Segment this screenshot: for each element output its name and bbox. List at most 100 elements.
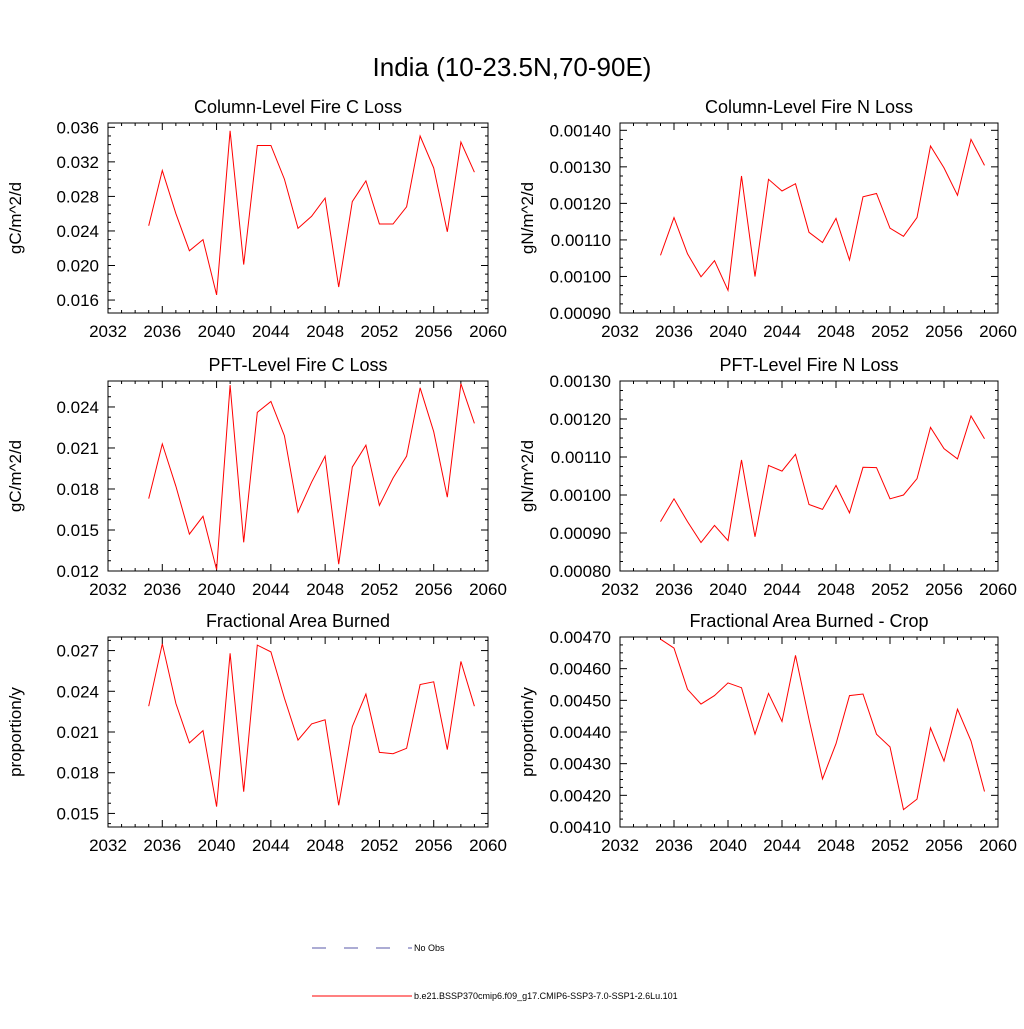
series-line bbox=[148, 130, 475, 296]
panel-title: Column-Level Fire N Loss bbox=[705, 97, 913, 117]
y-axis-label: gC/m^2/d bbox=[6, 182, 25, 254]
panel-title: Fractional Area Burned - Crop bbox=[689, 611, 928, 631]
x-tick-label: 2060 bbox=[979, 836, 1017, 855]
y-axis-label: gN/m^2/d bbox=[518, 182, 537, 254]
x-tick-label: 2044 bbox=[763, 836, 801, 855]
y-axis-label: proportion/y bbox=[6, 687, 25, 777]
y-tick-label: 0.024 bbox=[56, 682, 99, 701]
x-tick-label: 2032 bbox=[89, 836, 127, 855]
x-tick-label: 2048 bbox=[306, 836, 344, 855]
series-line bbox=[148, 383, 475, 570]
plot-frame bbox=[107, 636, 489, 828]
x-tick-label: 2040 bbox=[198, 836, 236, 855]
x-tick-label: 2044 bbox=[252, 322, 290, 341]
x-tick-label: 2036 bbox=[143, 836, 181, 855]
x-tick-label: 2032 bbox=[601, 836, 639, 855]
y-axis-label: proportion/y bbox=[518, 687, 537, 777]
panel-2: Column-Level Fire N Loss gN/m^2/d 2032 2036… bbox=[518, 97, 1017, 341]
y-tick-label: 0.021 bbox=[56, 723, 99, 742]
x-tick-label: 2036 bbox=[655, 322, 693, 341]
y-tick-label: 0.00110 bbox=[551, 448, 611, 467]
y-tick-label: 0.015 bbox=[56, 521, 99, 540]
y-axis-label: gC/m^2/d bbox=[6, 440, 25, 512]
series-line bbox=[660, 638, 985, 811]
y-tick-label: 0.00090 bbox=[550, 304, 611, 323]
panel-4: PFT-Level Fire N Loss gN/m^2/d 2032 2036 204… bbox=[518, 355, 1017, 599]
x-tick-label: 2036 bbox=[655, 580, 693, 599]
y-tick-label: 0.00440 bbox=[550, 723, 611, 742]
y-tick-label: 0.015 bbox=[56, 804, 99, 823]
x-tick-label: 2056 bbox=[415, 836, 453, 855]
series-line bbox=[148, 643, 475, 807]
y-tick-label: 0.00140 bbox=[550, 121, 611, 140]
x-tick-label: 2052 bbox=[361, 580, 399, 599]
x-tick-label: 2056 bbox=[415, 580, 453, 599]
y-tick-label: 0.021 bbox=[56, 439, 99, 458]
panel-title: PFT-Level Fire N Loss bbox=[719, 355, 898, 375]
y-tick-label: 0.016 bbox=[56, 291, 99, 310]
y-tick-label: 0.00080 bbox=[550, 562, 611, 581]
y-tick-label: 0.032 bbox=[56, 153, 99, 172]
figure-title: India (10-23.5N,70-90E) bbox=[373, 52, 652, 82]
x-tick-label: 2032 bbox=[601, 580, 639, 599]
x-tick-label: 2052 bbox=[361, 836, 399, 855]
x-tick-label: 2048 bbox=[306, 322, 344, 341]
panel-1: Column-Level Fire C Loss gC/m^2/d 2032 2036… bbox=[6, 97, 507, 341]
y-tick-label: 0.024 bbox=[56, 222, 99, 241]
panel-3: PFT-Level Fire C Loss gC/m^2/d 2032 2036 204… bbox=[6, 355, 507, 599]
x-tick-label: 2044 bbox=[763, 322, 801, 341]
x-tick-label: 2040 bbox=[709, 580, 747, 599]
x-tick-label: 2060 bbox=[469, 580, 507, 599]
x-tick-label: 2052 bbox=[871, 580, 909, 599]
x-tick-label: 2048 bbox=[817, 836, 855, 855]
series-line bbox=[660, 414, 985, 544]
plot-frame bbox=[619, 636, 999, 828]
y-tick-label: 0.00100 bbox=[550, 267, 611, 286]
x-tick-label: 2036 bbox=[143, 580, 181, 599]
x-tick-label: 2044 bbox=[252, 580, 290, 599]
x-tick-label: 2040 bbox=[198, 322, 236, 341]
y-tick-label: 0.018 bbox=[56, 764, 99, 783]
x-tick-label: 2056 bbox=[415, 322, 453, 341]
plot-frame bbox=[107, 380, 489, 572]
x-tick-label: 2052 bbox=[361, 322, 399, 341]
x-tick-label: 2032 bbox=[601, 322, 639, 341]
y-tick-label: 0.00430 bbox=[550, 755, 611, 774]
y-tick-label: 0.00460 bbox=[550, 660, 611, 679]
y-tick-label: 0.036 bbox=[56, 118, 99, 137]
x-tick-label: 2060 bbox=[979, 322, 1017, 341]
y-tick-label: 0.028 bbox=[56, 187, 99, 206]
x-tick-label: 2060 bbox=[979, 580, 1017, 599]
series-line bbox=[660, 137, 985, 293]
panel-title: Fractional Area Burned bbox=[206, 611, 390, 631]
y-tick-label: 0.00450 bbox=[550, 691, 611, 710]
y-tick-label: 0.00410 bbox=[550, 818, 611, 837]
x-tick-label: 2056 bbox=[925, 836, 963, 855]
x-tick-label: 2060 bbox=[469, 836, 507, 855]
y-tick-label: 0.00100 bbox=[550, 486, 611, 505]
y-tick-label: 0.012 bbox=[56, 562, 99, 581]
panel-title: Column-Level Fire C Loss bbox=[194, 97, 402, 117]
x-tick-label: 2048 bbox=[817, 322, 855, 341]
y-tick-label: 0.00090 bbox=[550, 524, 611, 543]
y-tick-label: 0.00120 bbox=[550, 410, 611, 429]
legend-model-label: b.e21.BSSP370cmip6.f09_g17.CMIP6-SSP3-7.… bbox=[414, 991, 678, 1001]
panel-6: Fractional Area Burned - Crop proportion/… bbox=[518, 611, 1017, 855]
x-tick-label: 2040 bbox=[198, 580, 236, 599]
x-tick-label: 2048 bbox=[306, 580, 344, 599]
y-tick-label: 0.00130 bbox=[550, 372, 611, 391]
y-tick-label: 0.00120 bbox=[550, 194, 611, 213]
x-tick-label: 2032 bbox=[89, 322, 127, 341]
x-tick-label: 2060 bbox=[469, 322, 507, 341]
x-tick-label: 2040 bbox=[709, 836, 747, 855]
y-tick-label: 0.024 bbox=[56, 398, 99, 417]
x-tick-label: 2048 bbox=[817, 580, 855, 599]
legend-no-obs-label: No Obs bbox=[414, 943, 445, 953]
x-tick-label: 2044 bbox=[763, 580, 801, 599]
panels: Column-Level Fire C Loss gC/m^2/d 2032 2036… bbox=[6, 97, 1017, 855]
y-tick-label: 0.00470 bbox=[550, 628, 611, 647]
panel-title: PFT-Level Fire C Loss bbox=[208, 355, 387, 375]
y-tick-label: 0.020 bbox=[56, 257, 99, 276]
